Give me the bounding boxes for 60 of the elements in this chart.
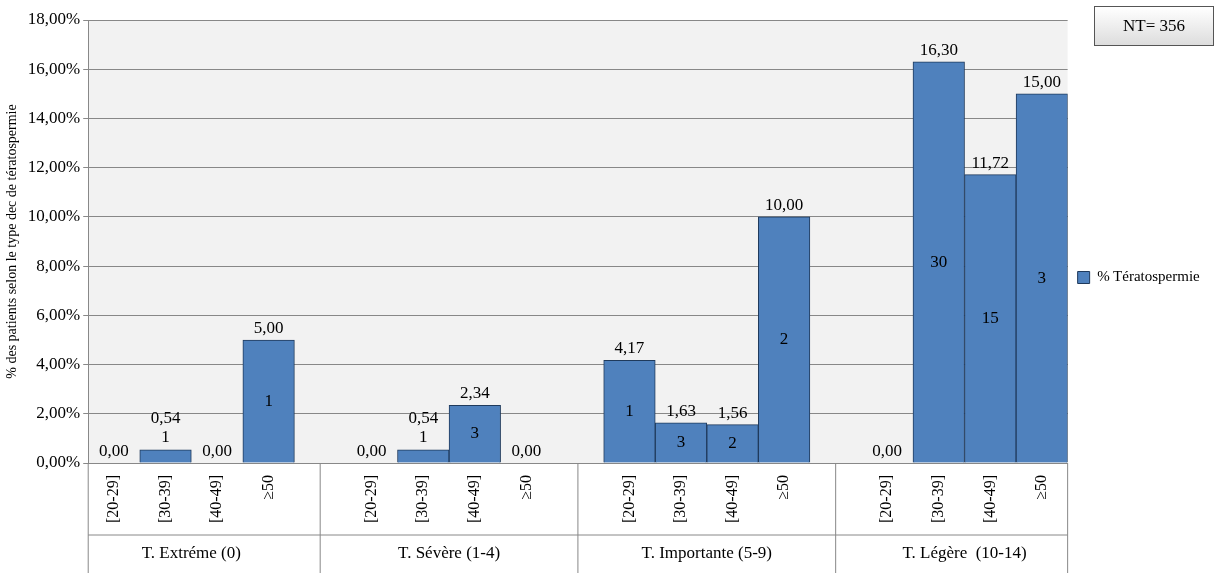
x-tick-label: [30-39]	[928, 475, 946, 523]
text: T. Importante (5-9)	[641, 543, 773, 563]
annotation: 1	[161, 427, 170, 447]
x-tick-label: [40-49]	[722, 475, 740, 523]
x-tick-label: [20-29]	[361, 475, 379, 523]
y-tick-label: 18,00%	[27, 9, 81, 29]
data-label: 0,00	[356, 440, 387, 460]
data-label: 2,34	[459, 383, 491, 403]
data-label: 0,00	[202, 440, 232, 460]
text: T. Légère (10-14)	[902, 543, 1027, 563]
x-tick-label: ≥50	[516, 475, 534, 500]
data-label: 0,00	[511, 440, 542, 460]
y-tick-label: 10,00%	[27, 206, 81, 226]
x-tick-label: ≥50	[774, 475, 792, 500]
data-label: 0,54	[408, 407, 439, 427]
legend-label: % Tératospermie	[1097, 268, 1201, 285]
x-tick-label: [20-29]	[877, 475, 895, 523]
y-tick-label: 8,00%	[36, 255, 81, 275]
data-label: 1,63	[666, 400, 696, 420]
text: NT= 356	[1094, 6, 1214, 46]
annotation: 2	[728, 433, 737, 453]
data-label: 16,30	[919, 39, 958, 59]
data-label: 11,72	[971, 152, 1010, 172]
annotation: 1	[419, 427, 428, 447]
text: T. Extréme (0)	[141, 543, 241, 563]
data-label: 0,00	[99, 440, 129, 460]
annotation: 2	[779, 329, 789, 349]
x-tick-label: [40-49]	[207, 475, 225, 523]
text: T. Sévère (1-4)	[398, 543, 501, 563]
annotation: 15	[981, 308, 999, 328]
x-tick-label: [30-39]	[671, 475, 689, 523]
y-tick-label: 6,00%	[36, 304, 81, 324]
data-label: 0,00	[872, 440, 903, 460]
y-tick-label: 2,00%	[36, 403, 81, 423]
annotation: 30	[930, 251, 948, 271]
x-tick-label: [30-39]	[155, 475, 173, 523]
x-tick-label: [40-49]	[980, 475, 998, 523]
x-tick-label: [30-39]	[413, 475, 431, 523]
annotation: 3	[1037, 267, 1047, 287]
annotation: 1	[625, 400, 634, 420]
annotation: 1	[264, 390, 273, 410]
x-tick-label: ≥50	[258, 475, 276, 500]
y-tick-label: 12,00%	[27, 157, 81, 177]
data-label: 10,00	[764, 194, 804, 214]
data-label: 1,56	[717, 402, 748, 422]
data-label: 0,54	[150, 407, 181, 427]
y-axis-title: % des patients selon le type dec de tératospermie	[4, 104, 20, 379]
y-tick-label: 4,00%	[36, 354, 81, 374]
x-tick-label: [20-29]	[619, 475, 637, 523]
x-tick-label: [20-29]	[104, 475, 122, 523]
y-tick-label: 14,00%	[27, 107, 81, 127]
data-label: 4,17	[614, 338, 645, 358]
y-tick-label: 0,00%	[36, 452, 81, 472]
annotation: 3	[676, 432, 686, 452]
data-label: 5,00	[253, 317, 284, 337]
x-tick-label: ≥50	[1032, 475, 1050, 500]
y-tick-label: 16,00%	[27, 58, 81, 78]
annotation: 3	[470, 423, 480, 443]
x-tick-label: [40-49]	[465, 475, 483, 523]
data-label: 15,00	[1022, 71, 1061, 91]
